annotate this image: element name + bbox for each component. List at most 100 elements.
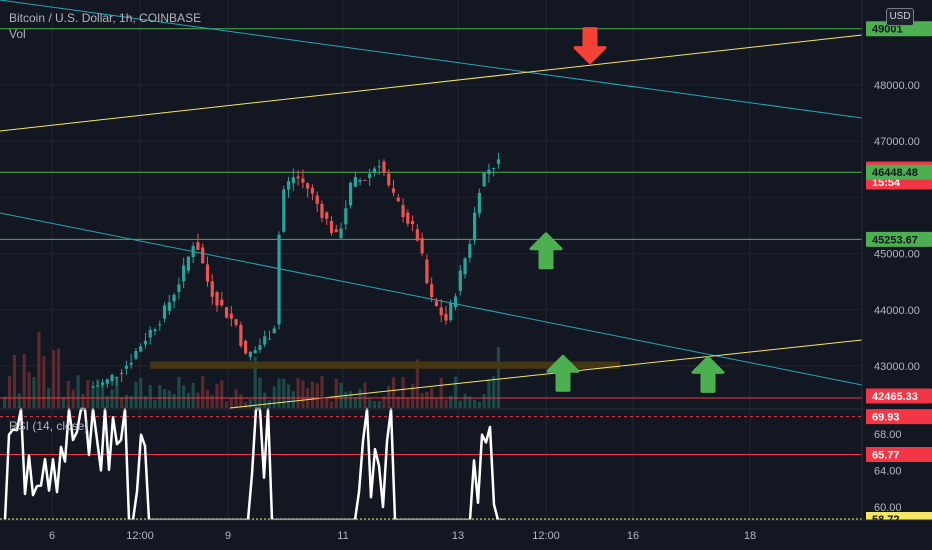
- volume-bar: [196, 392, 200, 408]
- volume-bar: [215, 383, 219, 408]
- candle-body: [482, 172, 486, 187]
- volume-bar: [129, 395, 133, 408]
- candle-body: [339, 228, 343, 238]
- volume-bar: [186, 392, 190, 408]
- volume-bars: [3, 331, 501, 408]
- volume-bar: [401, 376, 405, 408]
- candle-body: [234, 319, 238, 325]
- volume-bar: [205, 389, 210, 408]
- candle-body: [143, 340, 148, 345]
- volume-bar: [182, 385, 186, 408]
- time-tick-label: 13: [452, 530, 464, 542]
- support-zone-rect: [150, 361, 620, 369]
- candle: [453, 293, 458, 311]
- candle-body: [115, 376, 119, 378]
- volume-bar: [139, 377, 143, 408]
- price-label: 46448.48: [866, 164, 932, 180]
- time-axis-bg: [0, 520, 932, 550]
- candle: [425, 254, 429, 285]
- candle-body: [172, 294, 176, 302]
- candle-body: [473, 212, 477, 241]
- volume-bar: [210, 395, 214, 408]
- volume-bar: [76, 375, 80, 408]
- candle-body: [358, 180, 362, 182]
- candle-body: [286, 181, 291, 190]
- price-label-bg: [866, 164, 932, 180]
- candle-body: [320, 203, 324, 218]
- price-axis-bg: [862, 0, 932, 520]
- candle-body: [391, 188, 396, 193]
- candle: [487, 163, 491, 183]
- candle: [215, 290, 219, 312]
- volume-bar: [12, 354, 16, 408]
- rsi-level-label-bg: [866, 446, 932, 462]
- candle-body: [444, 313, 448, 321]
- volume-bar: [120, 397, 124, 408]
- volume-bar: [463, 393, 467, 408]
- price-tick-label: 44000.00: [874, 305, 920, 317]
- candle: [420, 232, 424, 257]
- volume-bar: [177, 376, 181, 408]
- rsi-level-label-bg: [866, 409, 932, 425]
- volume-bar: [458, 400, 462, 408]
- trendline-cyan: [0, 0, 863, 119]
- candle: [120, 368, 124, 383]
- candle-body: [415, 229, 419, 241]
- rsi-level-label: 65.77: [866, 446, 932, 462]
- volume-bar: [468, 396, 472, 408]
- candle: [496, 152, 501, 169]
- candle: [396, 193, 400, 203]
- price-axis[interactable]: 43000.00 44000.00 45000.00 47000.00 48000.00…: [861, 0, 932, 526]
- candle: [139, 343, 143, 353]
- volume-bar: [387, 385, 391, 408]
- volume-bar: [301, 380, 305, 408]
- candle: [463, 257, 467, 279]
- candle: [105, 378, 109, 389]
- volume-bar: [334, 378, 338, 408]
- candle-body: [401, 205, 405, 218]
- volume-bar: [244, 401, 248, 408]
- candle: [210, 274, 214, 305]
- volume-bar: [224, 401, 229, 408]
- candle: [458, 265, 462, 296]
- volume-bar: [162, 389, 167, 408]
- volume-bar: [291, 391, 295, 408]
- price-label: 49001: [866, 21, 932, 37]
- candle: [406, 209, 410, 227]
- candle: [434, 297, 439, 307]
- volume-bar: [372, 401, 377, 408]
- candle-body: [382, 161, 386, 173]
- arrow-down-icon: [573, 27, 607, 65]
- candle-body: [434, 301, 439, 307]
- volume-bar: [406, 397, 410, 408]
- candle: [272, 325, 276, 334]
- candle-body: [100, 382, 105, 385]
- candle: [482, 171, 486, 188]
- candle-body: [492, 167, 496, 169]
- time-axis[interactable]: 6 12:00 9 11 13 12:00 16 18: [0, 519, 932, 550]
- candle: [134, 348, 138, 360]
- candle-body: [267, 338, 272, 340]
- candle-body: [105, 379, 109, 384]
- candle: [248, 351, 253, 361]
- volume-bar: [143, 395, 148, 408]
- volume-bar: [263, 392, 267, 408]
- time-tick-label: 18: [744, 530, 756, 542]
- candle-body: [310, 187, 315, 194]
- candle: [320, 200, 324, 223]
- candle-body: [463, 258, 467, 275]
- pane-divider[interactable]: [0, 397, 932, 410]
- time-tick-label: 12:00: [532, 530, 560, 542]
- time-tick-label: 11: [337, 530, 348, 542]
- volume-bar: [310, 381, 315, 408]
- volume-bar: [482, 394, 486, 408]
- candle: [368, 168, 372, 187]
- volume-bar: [420, 393, 424, 408]
- volume-bar: [272, 386, 276, 408]
- candle-body: [148, 330, 152, 338]
- currency-button[interactable]: USD: [886, 8, 914, 26]
- candle: [334, 224, 338, 233]
- candle: [277, 231, 281, 330]
- candle-body: [258, 345, 262, 350]
